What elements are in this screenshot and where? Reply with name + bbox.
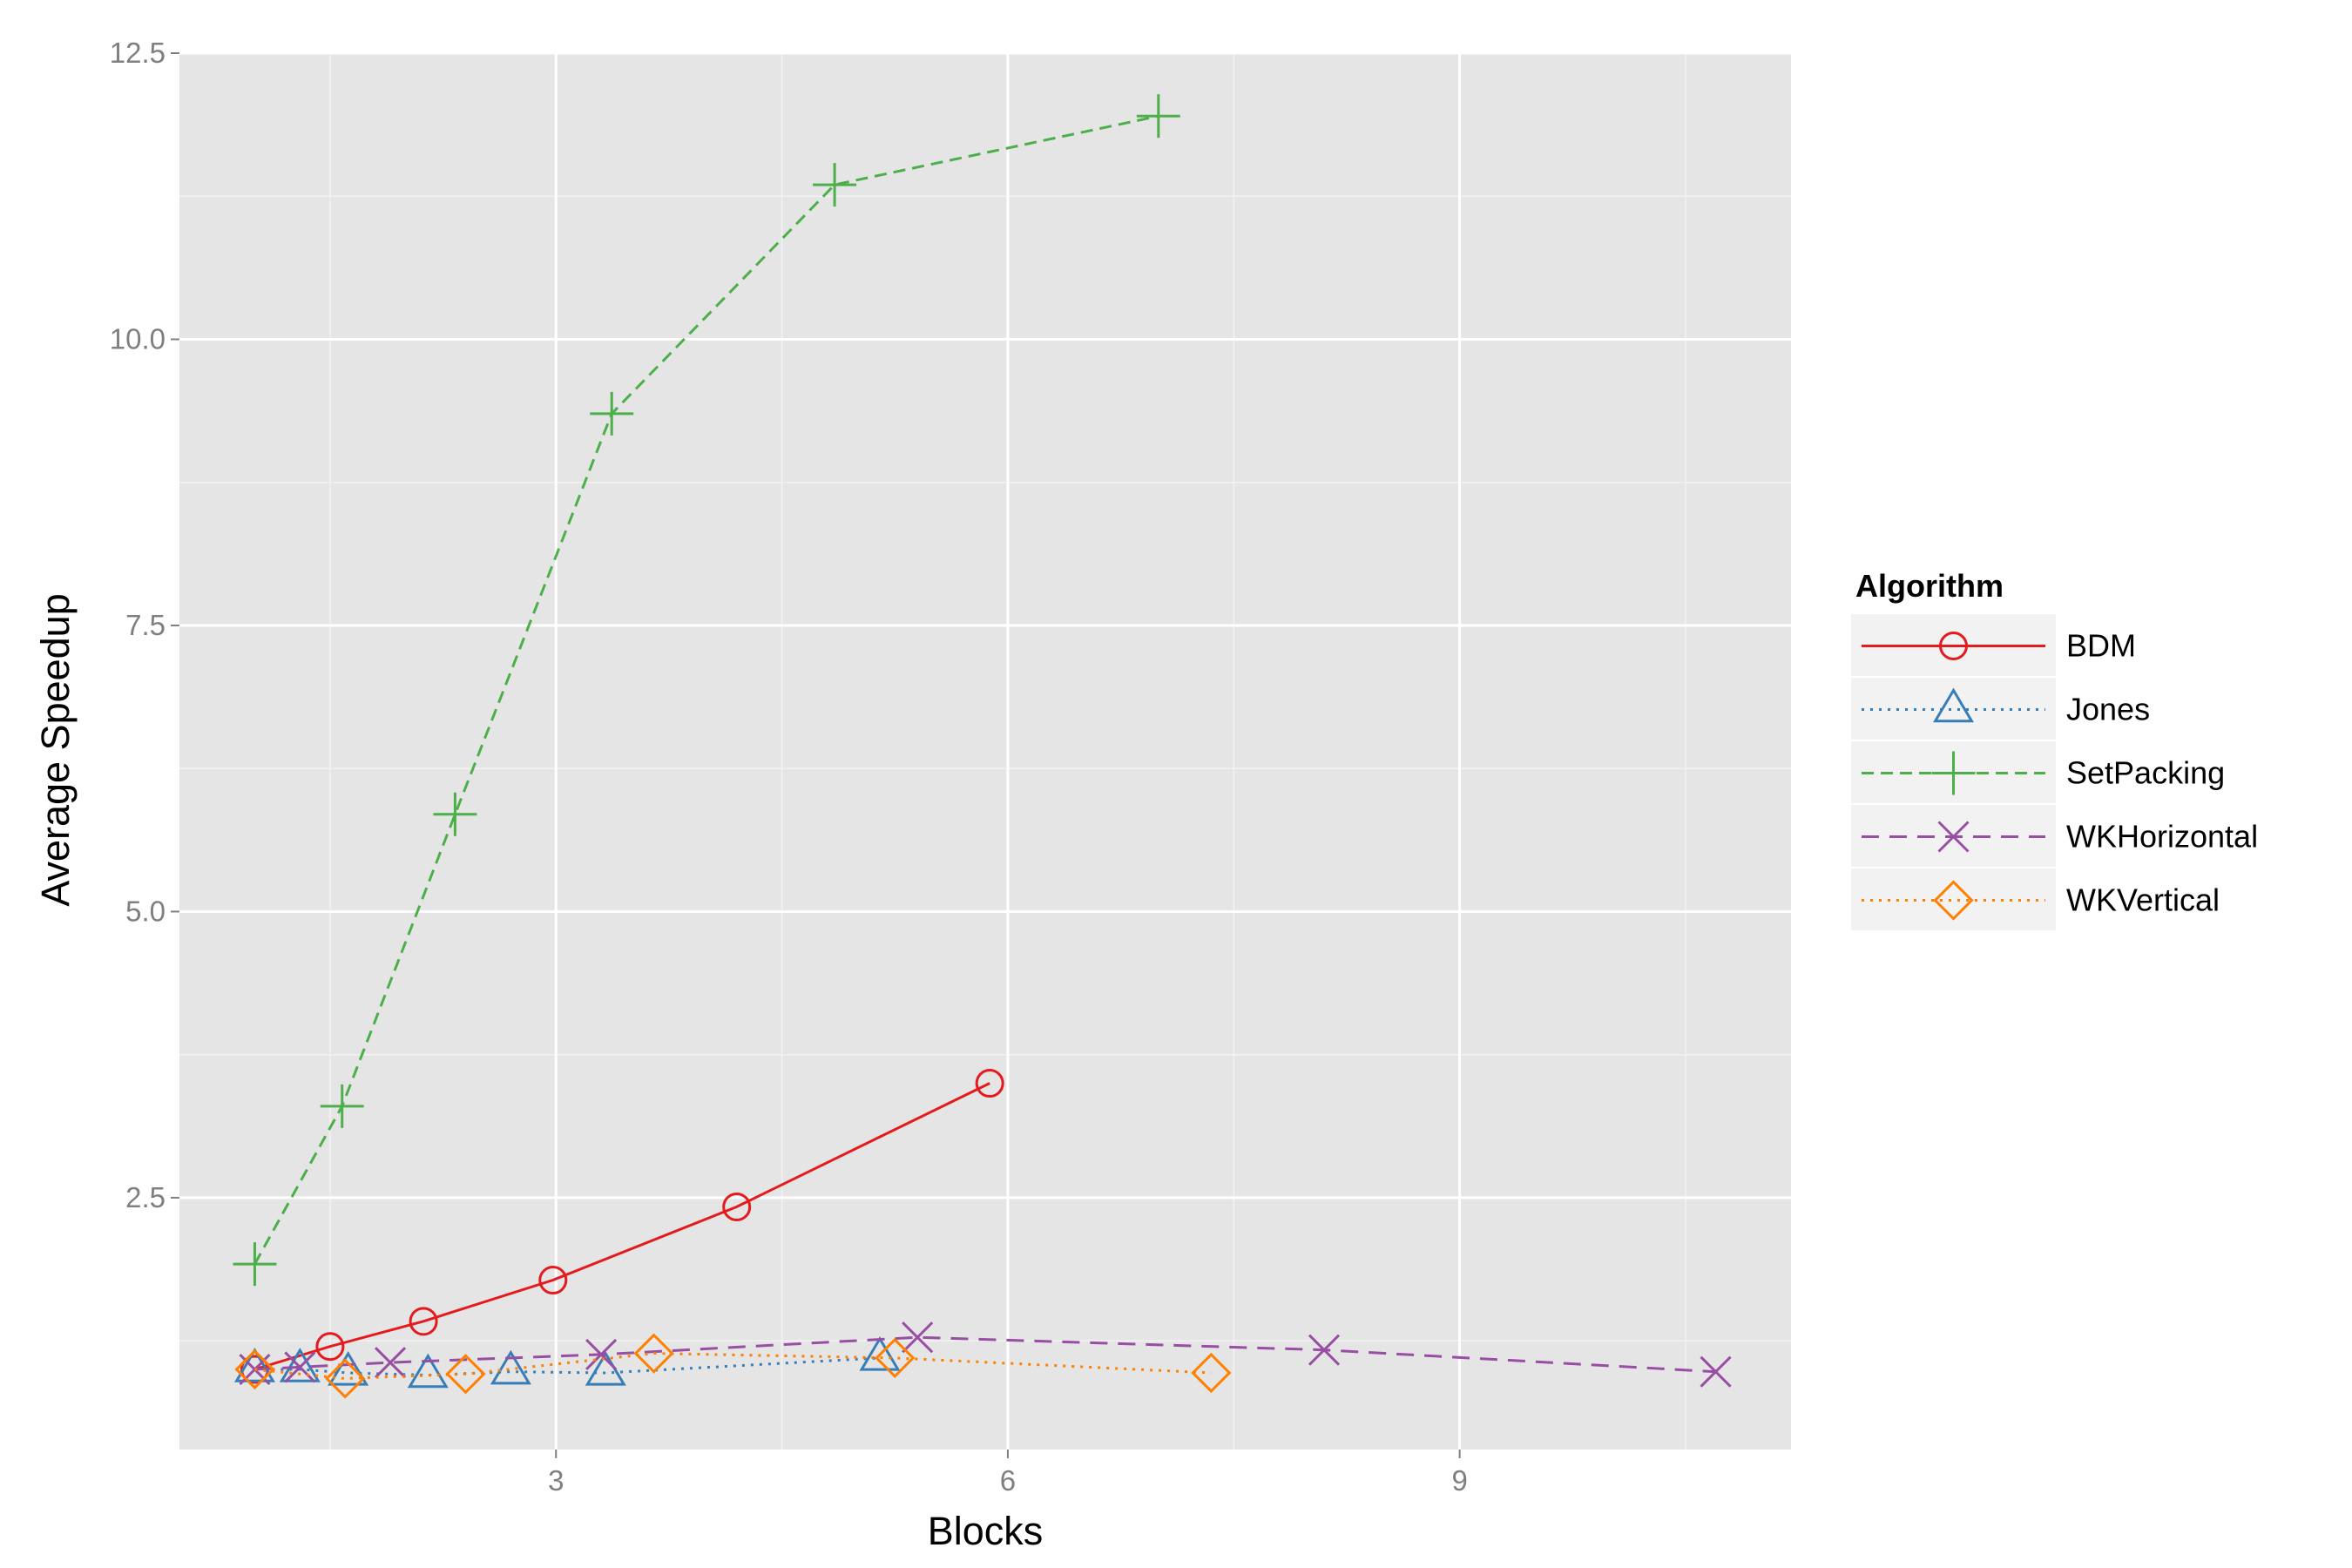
- data-point-wkvertical: [234, 1348, 275, 1390]
- legend-label: WKVertical: [2066, 882, 2220, 918]
- legend-item-wkhorizontal: WKHorizontal: [1851, 805, 2258, 867]
- y-axis: 2.5 5.0 7.5 10.0 12.5: [110, 37, 179, 1213]
- data-point-wkhorizontal: [585, 1338, 618, 1371]
- series-setpacking: [233, 94, 1180, 1287]
- data-point-bdm: [722, 1192, 752, 1221]
- major-gridlines: [179, 51, 1791, 1450]
- data-point-wkhorizontal: [284, 1351, 316, 1383]
- x-axis: 3 6 9: [548, 1450, 1468, 1497]
- data-point-wkvertical: [445, 1354, 486, 1395]
- data-point-wkhorizontal: [1308, 1334, 1341, 1366]
- data-point-bdm: [315, 1332, 345, 1362]
- legend-item-wkvertical: WKVertical: [1851, 868, 2220, 930]
- legend-label: WKHorizontal: [2066, 819, 2258, 855]
- legend-key-marker: [1931, 751, 1976, 795]
- x-tick-label: 9: [1451, 1464, 1467, 1497]
- data-point-setpacking: [433, 792, 477, 836]
- legend-item-bdm: BDM: [1851, 614, 2136, 676]
- legend-key-marker: [1939, 632, 1968, 660]
- y-tick-label: 10.0: [110, 322, 166, 355]
- data-point-jones: [233, 1348, 275, 1382]
- data-point-jones: [328, 1351, 369, 1386]
- series-line-wkvertical: [254, 1352, 1212, 1381]
- legend-label: Jones: [2066, 692, 2150, 727]
- data-point-jones: [859, 1335, 901, 1371]
- data-point-bdm: [538, 1266, 568, 1295]
- y-tick-label: 2.5: [125, 1181, 166, 1213]
- legend-title: Algorithm: [1855, 568, 2004, 604]
- y-axis-title: Average Speedup: [33, 593, 78, 906]
- data-point-jones: [279, 1348, 321, 1382]
- legend-label: SetPacking: [2066, 755, 2225, 791]
- data-point-wkhorizontal: [374, 1347, 407, 1379]
- x-tick-label: 3: [548, 1464, 564, 1497]
- data-point-wkvertical: [633, 1333, 674, 1374]
- data-point-bdm: [409, 1307, 438, 1336]
- data-point-setpacking: [1136, 94, 1180, 139]
- series-line-jones: [254, 1356, 881, 1377]
- y-tick-label: 7.5: [125, 609, 166, 641]
- x-tick-label: 6: [1000, 1464, 1016, 1497]
- minor-gridlines: [179, 53, 1791, 1450]
- data-point-setpacking: [233, 1242, 277, 1287]
- data-point-setpacking: [320, 1084, 364, 1128]
- series-layer: [233, 94, 1732, 1399]
- series-wkvertical: [234, 1333, 1232, 1399]
- data-point-bdm: [975, 1069, 1004, 1098]
- data-point-setpacking: [813, 163, 857, 207]
- data-point-jones: [407, 1353, 449, 1389]
- legend-key-background: [1851, 678, 2056, 740]
- legend-key-marker: [1932, 687, 1975, 723]
- data-point-setpacking: [590, 391, 634, 436]
- legend-item-jones: Jones: [1851, 678, 2150, 740]
- data-point-wkhorizontal: [902, 1321, 934, 1354]
- legend: Algorithm BDM Jones SetPacking WKHorizontal…: [1851, 568, 2258, 930]
- data-point-wkvertical: [1191, 1352, 1232, 1394]
- series-bdm: [240, 1069, 1004, 1384]
- plot-panel: [179, 53, 1791, 1450]
- series-jones: [233, 1335, 901, 1389]
- legend-key-background: [1851, 868, 2056, 930]
- y-tick-label: 12.5: [110, 37, 166, 69]
- y-tick-label: 5.0: [125, 895, 166, 927]
- legend-item-setpacking: SetPacking: [1851, 741, 2225, 803]
- data-point-jones: [490, 1349, 531, 1385]
- legend-key-marker: [1937, 821, 1970, 853]
- data-point-wkvertical: [875, 1337, 916, 1379]
- x-axis-title: Blocks: [928, 1509, 1044, 1553]
- legend-label: BDM: [2066, 628, 2136, 664]
- data-point-wkvertical: [325, 1358, 366, 1399]
- data-point-wkhorizontal: [1700, 1355, 1732, 1388]
- legend-key-marker: [1933, 880, 1974, 921]
